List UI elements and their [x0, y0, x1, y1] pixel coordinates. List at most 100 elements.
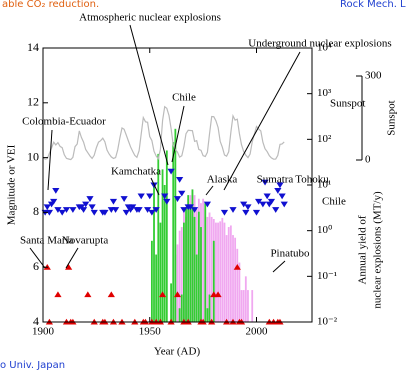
marker	[109, 198, 118, 205]
y2-tick-label: 10²	[317, 133, 332, 145]
marker	[107, 291, 115, 298]
marker	[146, 193, 154, 200]
bar	[180, 227, 183, 322]
bar	[180, 294, 183, 322]
bar	[240, 290, 243, 322]
bar	[155, 254, 158, 322]
bar	[221, 217, 224, 322]
marker	[137, 193, 145, 200]
bar	[172, 142, 175, 322]
annotation: Colombia-Ecuador	[22, 116, 106, 128]
caption: o Univ. Japan	[0, 360, 65, 370]
annotation: Underground nuclear explosions	[248, 38, 391, 50]
bar	[183, 222, 185, 322]
marker	[43, 204, 51, 211]
marker	[267, 198, 276, 205]
y2-tick-label: 10⁴	[317, 42, 332, 54]
x-tick-label: 1900	[32, 326, 55, 338]
marker	[50, 198, 58, 205]
y-tick-label: 8	[33, 204, 39, 218]
marker	[278, 193, 286, 200]
bar	[159, 222, 162, 322]
bar	[202, 198, 205, 322]
bar	[191, 189, 194, 322]
annotation-arrow	[223, 51, 301, 191]
marker	[101, 209, 109, 216]
y-tick-label: 10	[27, 149, 39, 163]
marker	[178, 190, 186, 197]
marker	[190, 207, 199, 213]
marker	[261, 179, 269, 186]
marker	[58, 209, 66, 216]
y3-axis-label: Sunspot	[386, 100, 398, 135]
bar	[197, 211, 200, 322]
marker	[158, 291, 167, 298]
marker	[90, 209, 98, 216]
marker	[176, 177, 184, 183]
marker	[280, 201, 288, 208]
marker	[180, 207, 188, 213]
bar	[234, 237, 237, 322]
bar	[195, 254, 198, 322]
marker	[203, 201, 211, 208]
marker	[120, 196, 128, 202]
bar	[189, 208, 192, 322]
bar	[178, 230, 181, 322]
marker	[84, 291, 92, 298]
marker	[252, 209, 261, 216]
annotation-arrow	[150, 177, 160, 196]
x-tick-label: 1950	[139, 326, 162, 338]
marker	[152, 207, 160, 213]
y-tick-label: 6	[33, 259, 39, 273]
bar	[219, 221, 222, 322]
bar	[247, 290, 249, 322]
bar	[208, 294, 211, 322]
bar	[170, 283, 172, 322]
annotation: Santa Maria	[20, 235, 74, 247]
bar	[150, 240, 153, 322]
marker	[129, 204, 137, 211]
marker	[65, 263, 73, 270]
marker	[148, 209, 156, 216]
marker	[79, 207, 88, 213]
marker	[272, 207, 280, 213]
x-tick-label: 2000	[245, 326, 268, 338]
y2-axis-label: Annual yield of	[357, 215, 369, 284]
x-axis-label: Year (AD)	[154, 346, 201, 358]
marker	[173, 196, 182, 202]
marker	[163, 198, 171, 205]
annotation: Alaska	[207, 174, 238, 186]
annotation-arrow	[65, 247, 79, 269]
y2-tick-label: 10¹	[317, 179, 331, 191]
annotation: Chile	[322, 196, 346, 208]
caption: able CO₂ reduction.	[2, 0, 99, 10]
bar	[232, 235, 234, 322]
bar	[163, 185, 166, 322]
sunspot-line	[42, 105, 285, 161]
marker	[122, 209, 130, 216]
annotation: Chile	[172, 92, 196, 104]
caption: Rock Mech. La	[340, 0, 406, 10]
bar	[251, 290, 254, 322]
y-tick-label: 12	[27, 95, 39, 109]
bar	[157, 153, 160, 322]
marker	[111, 207, 120, 213]
bar	[153, 183, 155, 322]
marker	[54, 291, 62, 298]
marker	[244, 204, 252, 211]
marker	[186, 204, 194, 211]
marker	[276, 182, 284, 189]
annotation-arrow	[29, 247, 46, 269]
annotation: Pinatubo	[270, 248, 310, 260]
marker	[220, 209, 229, 216]
marker	[52, 187, 60, 194]
y-tick-label: 14	[27, 40, 39, 54]
annotation-arrow	[205, 185, 214, 196]
annotation-arrow	[47, 129, 53, 191]
marker	[263, 193, 271, 200]
bar	[204, 203, 207, 322]
bar	[215, 222, 217, 322]
y-tick-label: 4	[33, 314, 39, 328]
bar	[242, 290, 245, 322]
